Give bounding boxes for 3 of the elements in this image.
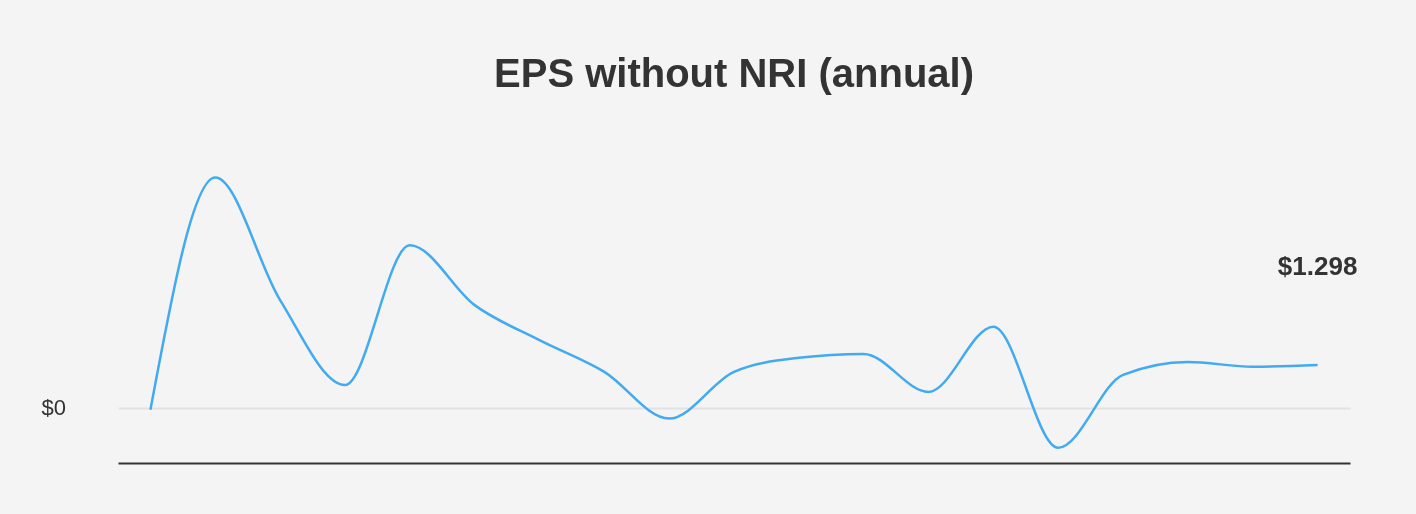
text: $0 [41,394,66,420]
annotation: $1.298 [1277,250,1358,281]
chart-title: EPS without NRI (annual) [494,51,974,95]
